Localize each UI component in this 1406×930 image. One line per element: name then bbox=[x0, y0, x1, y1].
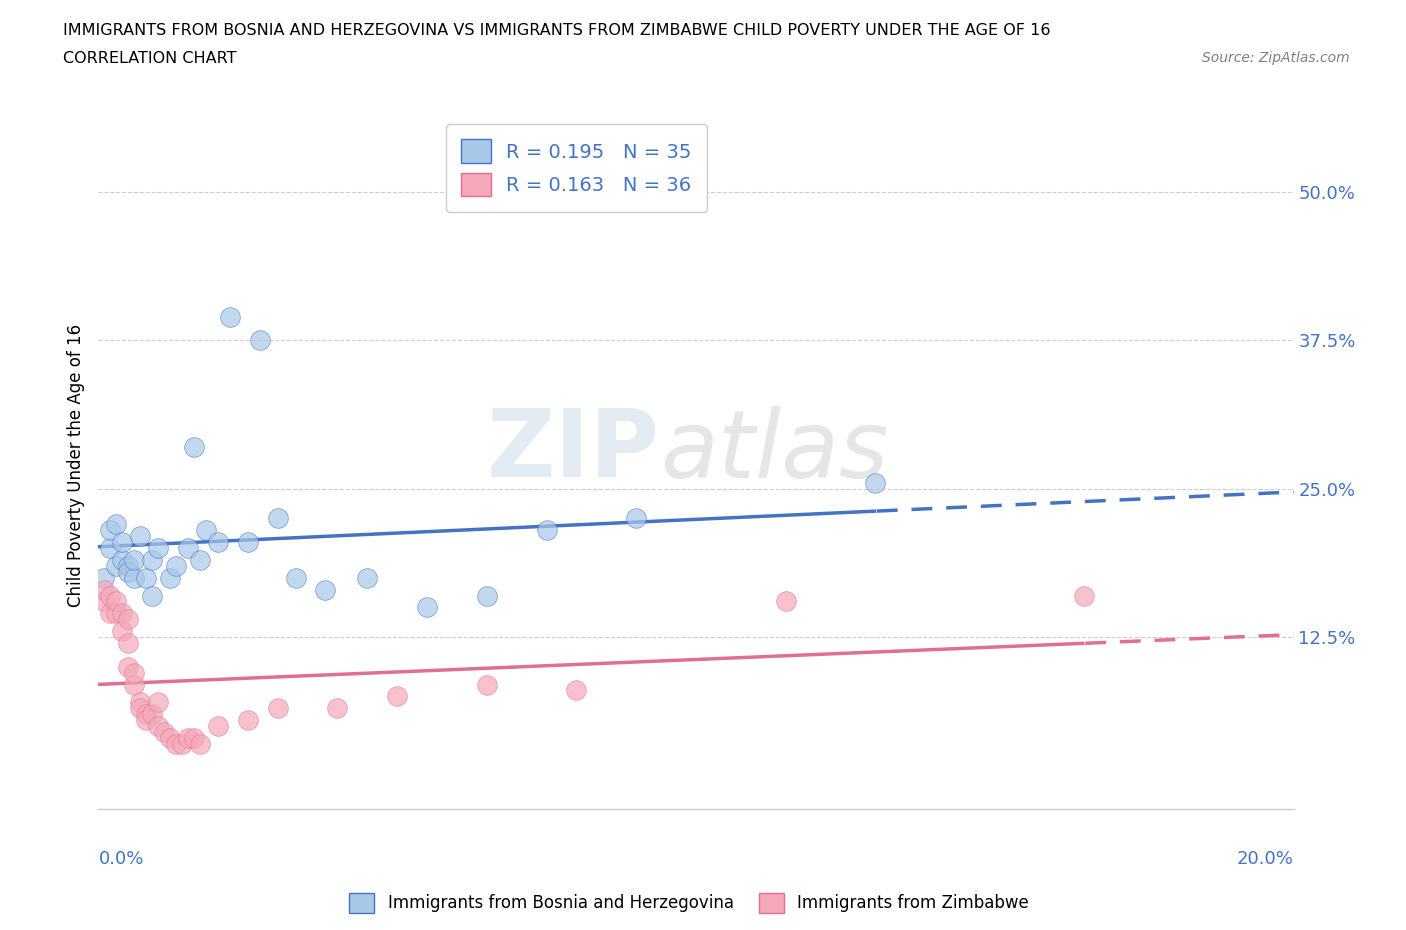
Y-axis label: Child Poverty Under the Age of 16: Child Poverty Under the Age of 16 bbox=[66, 324, 84, 606]
Point bbox=[98, 540, 122, 555]
Text: Source: ZipAtlas.com: Source: ZipAtlas.com bbox=[1202, 51, 1350, 65]
Point bbox=[93, 582, 115, 597]
Legend: R = 0.195   N = 35, R = 0.163   N = 36: R = 0.195 N = 35, R = 0.163 N = 36 bbox=[446, 124, 707, 212]
Point bbox=[111, 535, 134, 550]
Point bbox=[117, 635, 139, 650]
Point bbox=[111, 605, 134, 620]
Point bbox=[284, 570, 307, 585]
Point bbox=[141, 552, 163, 567]
Point bbox=[416, 600, 439, 615]
Text: atlas: atlas bbox=[661, 405, 889, 497]
Point bbox=[129, 529, 152, 544]
Point bbox=[124, 677, 146, 692]
Point bbox=[111, 624, 134, 639]
Point bbox=[117, 659, 139, 674]
Point bbox=[236, 535, 259, 550]
Point bbox=[148, 719, 170, 734]
Point bbox=[475, 677, 498, 692]
Point bbox=[165, 558, 187, 573]
Point bbox=[148, 540, 170, 555]
Text: IMMIGRANTS FROM BOSNIA AND HERZEGOVINA VS IMMIGRANTS FROM ZIMBABWE CHILD POVERTY: IMMIGRANTS FROM BOSNIA AND HERZEGOVINA V… bbox=[63, 23, 1050, 38]
Point bbox=[129, 701, 152, 716]
Point bbox=[267, 511, 290, 525]
Point bbox=[207, 535, 229, 550]
Point bbox=[117, 558, 139, 573]
Text: ZIP: ZIP bbox=[488, 405, 661, 498]
Point bbox=[183, 440, 205, 455]
Point bbox=[565, 683, 588, 698]
Point bbox=[207, 719, 229, 734]
Point bbox=[775, 594, 797, 609]
Point bbox=[129, 695, 152, 710]
Point bbox=[93, 570, 115, 585]
Point bbox=[153, 724, 176, 739]
Point bbox=[105, 594, 128, 609]
Point bbox=[177, 540, 200, 555]
Text: 20.0%: 20.0% bbox=[1237, 850, 1294, 869]
Point bbox=[1073, 588, 1095, 603]
Point bbox=[195, 523, 218, 538]
Point bbox=[135, 570, 157, 585]
Point bbox=[98, 588, 122, 603]
Point bbox=[188, 552, 211, 567]
Point bbox=[117, 565, 139, 579]
Point bbox=[865, 475, 887, 490]
Point bbox=[105, 558, 128, 573]
Point bbox=[267, 701, 290, 716]
Point bbox=[236, 712, 259, 727]
Point bbox=[356, 570, 378, 585]
Point bbox=[626, 511, 648, 525]
Point bbox=[93, 594, 115, 609]
Point bbox=[159, 730, 181, 745]
Point bbox=[165, 737, 187, 751]
Point bbox=[172, 737, 194, 751]
Point bbox=[105, 517, 128, 532]
Point bbox=[98, 605, 122, 620]
Point bbox=[315, 582, 337, 597]
Point bbox=[188, 737, 211, 751]
Point bbox=[124, 552, 146, 567]
Point bbox=[98, 523, 122, 538]
Point bbox=[177, 730, 200, 745]
Point bbox=[159, 570, 181, 585]
Point bbox=[219, 310, 242, 325]
Point bbox=[249, 333, 271, 348]
Point bbox=[385, 689, 409, 704]
Point bbox=[183, 730, 205, 745]
Point bbox=[148, 695, 170, 710]
Point bbox=[124, 665, 146, 680]
Point bbox=[475, 588, 498, 603]
Text: CORRELATION CHART: CORRELATION CHART bbox=[63, 51, 236, 66]
Text: 0.0%: 0.0% bbox=[98, 850, 143, 869]
Legend: Immigrants from Bosnia and Herzegovina, Immigrants from Zimbabwe: Immigrants from Bosnia and Herzegovina, … bbox=[343, 886, 1035, 920]
Point bbox=[105, 605, 128, 620]
Point bbox=[124, 570, 146, 585]
Point bbox=[536, 523, 558, 538]
Point bbox=[117, 612, 139, 627]
Point bbox=[141, 707, 163, 722]
Point bbox=[141, 588, 163, 603]
Point bbox=[135, 707, 157, 722]
Point bbox=[326, 701, 349, 716]
Point bbox=[111, 552, 134, 567]
Point bbox=[135, 712, 157, 727]
